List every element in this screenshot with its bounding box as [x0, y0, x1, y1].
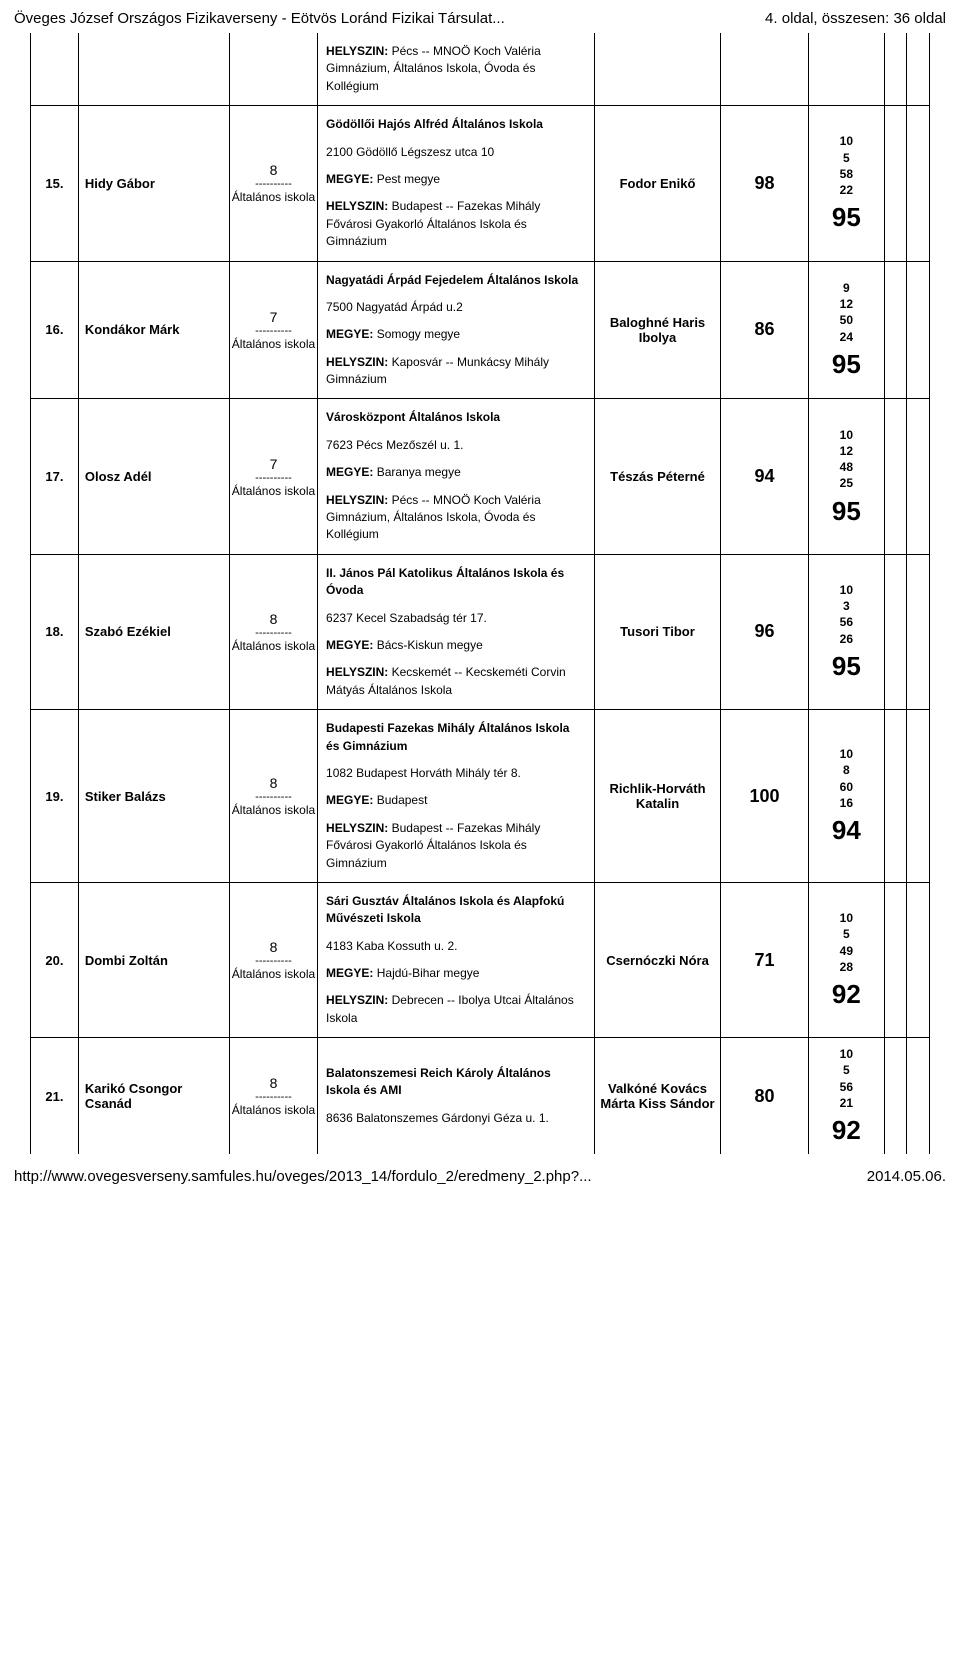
- rank-cell: 20.: [31, 882, 79, 1037]
- school-cell: Budapesti Fazekas Mihály Általános Iskol…: [318, 710, 595, 883]
- teacher-cell: Valkóné Kovács Márta Kiss Sándor: [595, 1038, 721, 1154]
- points-cell: 912502495: [809, 261, 885, 399]
- score-cell: 71: [720, 882, 808, 1037]
- teacher-cell: Richlik-Horváth Katalin: [595, 710, 721, 883]
- rank-cell: 15.: [31, 106, 79, 261]
- student-name: Kondákor Márk: [78, 261, 229, 399]
- class-cell: 8 ---------- Általános iskola: [229, 1038, 317, 1154]
- score-cell: 96: [720, 554, 808, 709]
- rank-cell: 18.: [31, 554, 79, 709]
- points-cell: 108601694: [809, 710, 885, 883]
- table-row: 15.Hidy Gábor8----------Általános iskola…: [31, 106, 930, 261]
- student-name: Olosz Adél: [78, 399, 229, 554]
- points-cell: 1012482595: [809, 399, 885, 554]
- rank-cell: 19.: [31, 710, 79, 883]
- school-cell: Gödöllői Hajós Alfréd Általános Iskola21…: [318, 106, 595, 261]
- teacher-cell: Tusori Tibor: [595, 554, 721, 709]
- rank-cell: 21.: [31, 1038, 79, 1154]
- points-cell: 105492892: [809, 882, 885, 1037]
- class-cell: 8----------Általános iskola: [229, 554, 317, 709]
- results-table: HELYSZIN: Pécs -- MNOÖ Koch Valéria Gimn…: [30, 33, 930, 1154]
- helyszin-continuation: HELYSZIN: Pécs -- MNOÖ Koch Valéria Gimn…: [326, 43, 586, 95]
- footer-date: 2014.05.06.: [867, 1168, 946, 1185]
- table-row: 19.Stiker Balázs8----------Általános isk…: [31, 710, 930, 883]
- school-cell: II. János Pál Katolikus Általános Iskola…: [318, 554, 595, 709]
- student-name: Hidy Gábor: [78, 106, 229, 261]
- table-row: 21. Karikó Csongor Csanád 8 ---------- Á…: [31, 1038, 930, 1154]
- rank-cell: 16.: [31, 261, 79, 399]
- page-header-right: 4. oldal, összesen: 36 oldal: [765, 10, 946, 27]
- teacher-cell: Csernóczki Nóra: [595, 882, 721, 1037]
- school-cell: Városközpont Általános Iskola7623 Pécs M…: [318, 399, 595, 554]
- student-name: Szabó Ezékiel: [78, 554, 229, 709]
- teacher-cell: Fodor Enikő: [595, 106, 721, 261]
- student-name: Karikó Csongor Csanád: [78, 1038, 229, 1154]
- table-row: 20.Dombi Zoltán8----------Általános isko…: [31, 882, 930, 1037]
- score-cell: 98: [720, 106, 808, 261]
- school-cell: Sári Gusztáv Általános Iskola és Alapfok…: [318, 882, 595, 1037]
- teacher-cell: Baloghné Haris Ibolya: [595, 261, 721, 399]
- table-row: 18.Szabó Ezékiel8----------Általános isk…: [31, 554, 930, 709]
- footer-url: http://www.ovegesverseny.samfules.hu/ove…: [14, 1168, 592, 1185]
- points-cell: 103562695: [809, 554, 885, 709]
- table-row: 16.Kondákor Márk7----------Általános isk…: [31, 261, 930, 399]
- rank-cell: 17.: [31, 399, 79, 554]
- points-cell: 105582295: [809, 106, 885, 261]
- score-cell: 86: [720, 261, 808, 399]
- score-cell: 80: [720, 1038, 808, 1154]
- student-name: Dombi Zoltán: [78, 882, 229, 1037]
- class-cell: 7----------Általános iskola: [229, 261, 317, 399]
- table-row: 17.Olosz Adél7----------Általános iskola…: [31, 399, 930, 554]
- school-cell: Nagyatádi Árpád Fejedelem Általános Isko…: [318, 261, 595, 399]
- class-cell: 8----------Általános iskola: [229, 106, 317, 261]
- class-cell: 8----------Általános iskola: [229, 882, 317, 1037]
- student-name: Stiker Balázs: [78, 710, 229, 883]
- class-cell: 7----------Általános iskola: [229, 399, 317, 554]
- teacher-cell: Tészás Péterné: [595, 399, 721, 554]
- school-cell: Balatonszemesi Reich Károly Általános Is…: [318, 1038, 595, 1154]
- page-header-left: Öveges József Országos Fizikaverseny - E…: [14, 10, 505, 27]
- class-cell: 8----------Általános iskola: [229, 710, 317, 883]
- score-cell: 100: [720, 710, 808, 883]
- points-cell: 10 5 56 21 92: [809, 1038, 885, 1154]
- score-cell: 94: [720, 399, 808, 554]
